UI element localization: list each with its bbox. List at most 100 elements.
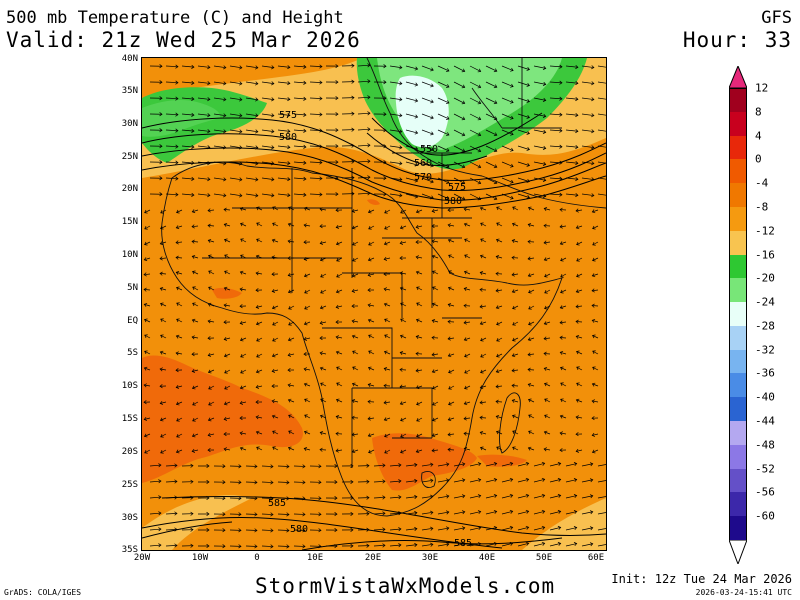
- wind-arrow-head: [270, 464, 274, 469]
- wind-arrow: [480, 305, 487, 308]
- wind-arrow-head: [255, 177, 259, 182]
- wind-arrow-head: [351, 304, 355, 309]
- wind-arrow-head: [336, 257, 340, 262]
- wind-arrow-head: [477, 116, 482, 121]
- wind-arrow-head: [207, 448, 211, 453]
- wind-arrow-head: [399, 97, 403, 102]
- wind-arrow-head: [543, 447, 547, 452]
- wind-arrow: [357, 128, 370, 131]
- wind-arrow-head: [576, 241, 580, 246]
- wind-arrow: [277, 193, 290, 196]
- wind-arrow-head: [207, 113, 211, 118]
- wind-arrow: [293, 97, 306, 100]
- wind-arrow-head: [303, 367, 307, 372]
- wind-arrow-head: [510, 179, 514, 184]
- wind-arrow: [581, 97, 594, 100]
- wind-arrow-head: [335, 448, 339, 453]
- wind-arrow-head: [432, 286, 436, 291]
- wind-arrow-head: [525, 493, 530, 498]
- wind-arrow: [485, 495, 497, 499]
- wind-arrow: [192, 319, 199, 323]
- wind-arrow: [352, 335, 359, 339]
- wind-arrow: [549, 65, 562, 68]
- wind-arrow: [416, 225, 423, 228]
- wind-arrow-head: [399, 193, 403, 198]
- wind-arrow: [501, 462, 513, 467]
- wind-arrow: [405, 97, 418, 102]
- wind-arrow: [165, 513, 178, 515]
- wind-arrow-head: [431, 208, 436, 213]
- wind-arrow-head: [368, 350, 372, 355]
- colorbar-label: -20: [755, 271, 775, 285]
- wind-arrow: [256, 238, 263, 243]
- wind-arrow-head: [287, 383, 291, 388]
- wind-arrow-head: [224, 238, 228, 243]
- wind-arrow: [176, 433, 183, 438]
- wind-arrow: [512, 446, 519, 451]
- wind-arrow: [400, 318, 407, 323]
- wind-arrow-head: [254, 528, 258, 533]
- wind-arrow-head: [223, 303, 227, 308]
- wind-arrow-head: [463, 270, 468, 275]
- wind-arrow-head: [575, 192, 579, 198]
- wind-arrow: [469, 97, 481, 104]
- wind-arrow-head: [463, 446, 468, 451]
- wind-arrow: [160, 334, 167, 339]
- wind-arrow-head: [272, 206, 276, 210]
- wind-arrow-head: [496, 430, 500, 435]
- wind-arrow-head: [190, 543, 194, 548]
- wind-arrow-head: [286, 496, 290, 501]
- wind-arrow: [261, 545, 274, 547]
- wind-arrow-head: [512, 446, 516, 451]
- wind-arrow: [309, 113, 323, 115]
- wind-arrow-head: [400, 434, 404, 438]
- wind-arrow-head: [383, 112, 387, 117]
- lat-label: 5S: [127, 348, 138, 358]
- wind-arrow-head: [383, 256, 388, 261]
- wind-arrow-head: [271, 97, 275, 102]
- wind-arrow-head: [223, 447, 227, 452]
- wind-arrow-head: [320, 289, 324, 294]
- wind-arrow: [384, 417, 391, 421]
- lat-label: EQ: [127, 316, 138, 326]
- wind-arrow: [560, 432, 567, 435]
- wind-arrow-head: [256, 446, 260, 451]
- wind-arrow-head: [512, 337, 516, 342]
- wind-arrow: [245, 81, 258, 85]
- wind-arrow: [277, 465, 290, 467]
- wind-arrow-head: [192, 401, 196, 406]
- wind-arrow-head: [430, 83, 434, 88]
- wind-arrow: [592, 366, 599, 371]
- wind-arrow-head: [144, 226, 148, 230]
- wind-arrow: [453, 543, 465, 547]
- wind-arrow-head: [224, 270, 228, 275]
- wind-arrow: [240, 288, 247, 291]
- wind-arrow-head: [223, 65, 227, 70]
- colorbar-label: 4: [755, 129, 762, 143]
- wind-arrow-head: [158, 511, 162, 516]
- wind-arrow: [261, 129, 274, 132]
- wind-arrow-head: [496, 338, 500, 342]
- wind-arrow: [576, 289, 583, 293]
- wind-arrow-head: [270, 528, 274, 533]
- wind-arrow: [496, 337, 503, 342]
- colorbar-label: 12: [755, 81, 769, 95]
- wind-arrow-head: [271, 65, 275, 70]
- wind-arrow-head: [191, 176, 195, 181]
- wind-arrow-head: [591, 65, 595, 70]
- wind-arrow-head: [464, 254, 468, 259]
- wind-arrow: [357, 96, 370, 99]
- wind-arrow: [581, 479, 593, 483]
- wind-arrow-head: [399, 177, 403, 182]
- wind-arrow-head: [303, 176, 307, 181]
- wind-arrow: [496, 289, 503, 292]
- wind-arrow: [549, 161, 562, 164]
- wind-arrow: [405, 496, 417, 499]
- wind-arrow: [240, 401, 247, 404]
- wind-arrow-head: [591, 382, 596, 387]
- wind-arrow: [528, 399, 535, 403]
- wind-arrow-head: [445, 494, 450, 499]
- wind-arrow: [597, 177, 606, 180]
- wind-arrow-head: [496, 321, 500, 326]
- wind-arrow-head: [335, 176, 339, 181]
